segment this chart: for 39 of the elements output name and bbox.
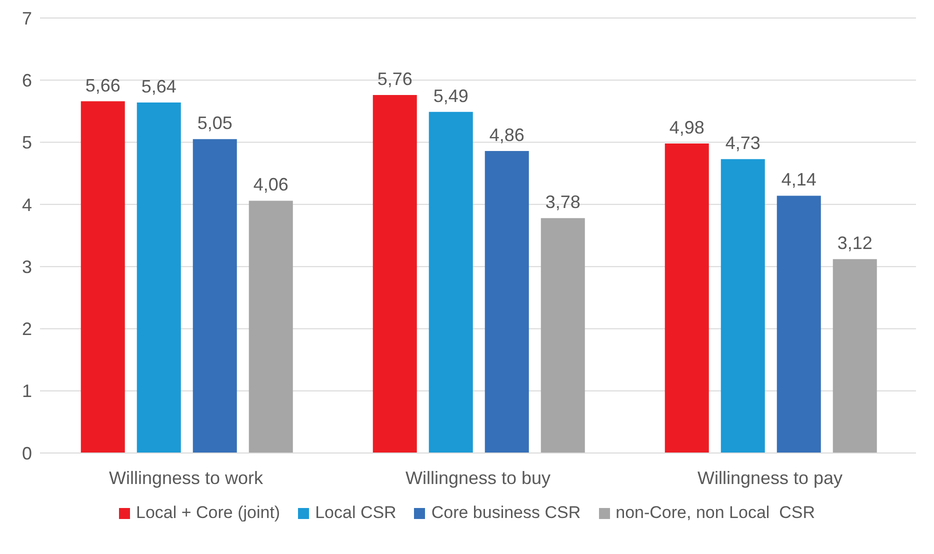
data-label: 5,49 (433, 86, 468, 106)
y-tick-label: 7 (22, 8, 32, 28)
bar (136, 102, 181, 453)
bar (248, 200, 293, 453)
bar (484, 150, 529, 453)
data-label: 3,12 (837, 233, 872, 254)
y-tick-label: 4 (22, 194, 32, 215)
bar (832, 259, 877, 453)
data-label: 5,66 (85, 75, 120, 96)
data-label: 4,06 (253, 174, 288, 195)
data-label: 3,78 (545, 192, 580, 212)
y-tick-label: 2 (22, 319, 32, 340)
y-tick-label: 0 (22, 443, 32, 464)
x-tick-label: Willingness to work (108, 468, 264, 488)
data-label: 4,14 (781, 170, 816, 190)
bar (664, 144, 709, 453)
bar (80, 101, 125, 453)
x-tick-label: Willingness to buy (405, 468, 551, 488)
data-label: 4,73 (725, 133, 760, 154)
bar (372, 95, 417, 453)
data-label: 5,64 (141, 76, 176, 97)
y-tick-label: 5 (22, 132, 32, 153)
data-label: 4,98 (669, 118, 704, 138)
legend-label: Local CSR (315, 503, 396, 523)
legend-label: Local + Core (joint) (136, 503, 280, 523)
y-tick-label: 3 (22, 256, 32, 277)
legend-label: non-Core, non Local CSR (616, 503, 816, 523)
y-tick-label: 1 (22, 381, 32, 402)
y-tick-label: 6 (22, 70, 32, 91)
bar (192, 139, 237, 453)
bar (776, 196, 821, 453)
data-label: 5,05 (197, 113, 232, 134)
bar (540, 218, 585, 453)
x-tick-label: Willingness to pay (697, 468, 843, 488)
data-label: 4,86 (489, 124, 524, 145)
bar (720, 159, 765, 453)
bar (428, 112, 473, 453)
data-label: 5,76 (377, 69, 412, 90)
legend-label: Core business CSR (431, 503, 581, 523)
